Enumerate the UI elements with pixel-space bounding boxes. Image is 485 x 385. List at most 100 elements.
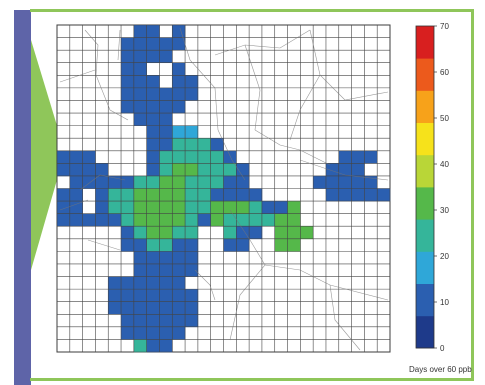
heatmap-cell: [108, 201, 122, 214]
heatmap-cell: [325, 163, 340, 177]
heatmap-cell: [287, 201, 301, 214]
heatmap-cell: [146, 314, 160, 328]
heatmap-cell: [69, 213, 83, 227]
heatmap-cell: [185, 125, 199, 139]
heatmap-cell: [108, 213, 122, 227]
heatmap-cell: [172, 37, 186, 51]
heatmap-cell: [121, 75, 135, 89]
heatmap-cell: [121, 100, 135, 114]
heatmap-cell: [172, 314, 186, 328]
heatmap-cell: [210, 175, 224, 189]
heatmap-cell: [287, 238, 301, 252]
colorbar-segment: [416, 187, 434, 220]
heatmap-cell: [121, 226, 135, 240]
heatmap-cell: [146, 87, 160, 101]
colorbar-tick-label: 40: [440, 160, 449, 169]
heatmap-cell: [313, 175, 327, 189]
heatmap-cell: [121, 314, 135, 328]
heatmap-cell: [223, 226, 237, 240]
heatmap-cell: [159, 226, 173, 240]
colorbar-segment: [416, 58, 434, 91]
heatmap-cell: [133, 87, 147, 101]
heatmap-cell: [364, 175, 378, 189]
colorbar-segment: [416, 154, 434, 188]
heatmap-cell: [197, 175, 211, 189]
heatmap-cell: [185, 138, 199, 152]
heatmap-cell: [146, 138, 160, 152]
heatmap-cell: [249, 188, 263, 202]
heatmap-cell: [69, 150, 83, 164]
heatmap-cell: [133, 263, 147, 277]
heatmap-cell: [121, 301, 135, 315]
heatmap-cell: [185, 314, 199, 328]
heatmap-cell: [133, 339, 147, 353]
colorbar-segment: [416, 26, 434, 59]
heatmap-cell: [146, 150, 160, 164]
heatmap-cell: [172, 163, 186, 177]
heatmap-cell: [185, 251, 199, 265]
heatmap-cell: [69, 188, 83, 202]
heatmap-cell: [338, 175, 352, 189]
heatmap-cell: [236, 163, 250, 177]
heatmap-cell: [172, 175, 186, 189]
colorbar-segment: [416, 122, 434, 156]
heatmap-cell: [69, 201, 83, 214]
heatmap-cell: [185, 188, 199, 202]
heatmap-cell: [351, 150, 365, 164]
heatmap-cell: [146, 113, 160, 126]
heatmap-cell: [121, 188, 135, 202]
heatmap-cell: [121, 37, 135, 51]
heatmap-cell: [197, 163, 211, 177]
heatmap-cell: [172, 150, 186, 164]
heatmap-cell: [172, 301, 186, 315]
heatmap-cell: [146, 188, 160, 202]
heatmap-cell: [121, 326, 135, 340]
heatmap-cell: [146, 201, 160, 214]
heatmap-cell: [146, 213, 160, 227]
heatmap-cell: [146, 289, 160, 302]
heatmap-cell: [146, 238, 160, 252]
slide-arrow-shape: [31, 40, 65, 270]
colorbar-tick-label: 20: [440, 252, 449, 261]
heatmap-cell: [274, 238, 288, 252]
heatmap-cell: [146, 301, 160, 315]
heatmap-cell: [274, 213, 288, 227]
heatmap-cell: [133, 175, 147, 189]
heatmap-cell: [108, 289, 122, 302]
heatmap-cell: [351, 175, 365, 189]
heatmap-cell: [223, 188, 237, 202]
heatmap-cell: [274, 201, 288, 214]
heatmap-cell: [121, 201, 135, 214]
heatmap-cell: [69, 175, 83, 189]
heatmap-cell: [146, 100, 160, 114]
heatmap-cell: [133, 289, 147, 302]
heatmap-cell: [133, 201, 147, 214]
heatmap-cell: [57, 150, 71, 164]
heatmap-cell: [274, 226, 288, 240]
colorbar-tick-label: 60: [440, 68, 449, 77]
heatmap-cells: [57, 25, 391, 353]
colorbar-segment: [416, 219, 434, 252]
heatmap-cell: [146, 175, 160, 189]
heatmap-cell: [236, 238, 250, 252]
heatmap-cell: [133, 213, 147, 227]
heatmap-cell: [146, 251, 160, 265]
heatmap-cell: [236, 226, 250, 240]
heatmap-cell: [146, 276, 160, 290]
heatmap-cell: [172, 125, 186, 139]
colorbar-tick-label: 50: [440, 114, 449, 123]
heatmap-cell: [185, 301, 199, 315]
heatmap-cell: [210, 201, 224, 214]
heatmap-cell: [172, 87, 186, 101]
heatmap-cell: [133, 100, 147, 114]
heatmap-cell: [146, 163, 160, 177]
slide-border: [30, 9, 474, 381]
heatmap-cell: [159, 301, 173, 315]
heatmap-cell: [121, 213, 135, 227]
colorbar-frame: [415, 25, 435, 349]
heatmap-cell: [133, 314, 147, 328]
heatmap-cell: [172, 188, 186, 202]
heatmap-cell: [351, 163, 365, 177]
heatmap-cell: [146, 226, 160, 240]
heatmap-cell: [338, 150, 352, 164]
